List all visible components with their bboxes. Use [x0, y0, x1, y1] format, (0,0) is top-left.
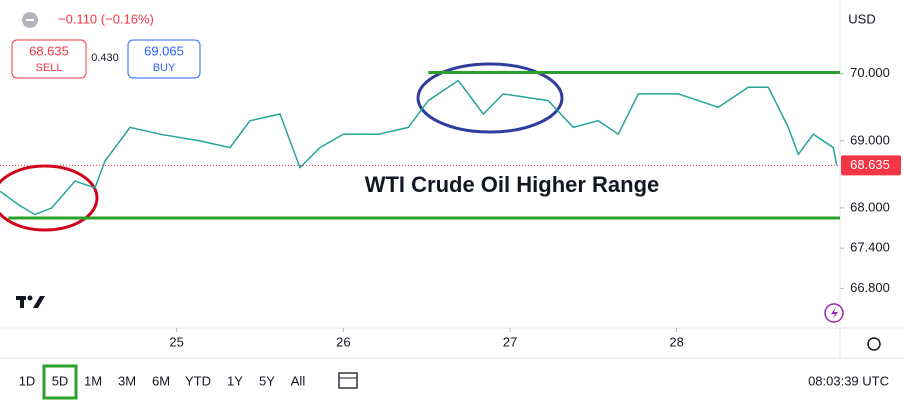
buy-label: BUY — [153, 62, 176, 74]
change: −0.110 (−0.16%) — [58, 11, 154, 26]
price-line — [0, 79, 838, 216]
currency[interactable]: USD — [848, 11, 875, 26]
range-button[interactable]: 6M — [152, 373, 170, 388]
range-button[interactable]: 1Y — [227, 373, 243, 388]
x-tick-label: 27 — [503, 334, 517, 349]
last-price-tag — [841, 155, 901, 176]
range-button[interactable]: 1D — [19, 373, 36, 388]
y-tick-label: 69.000 — [850, 132, 890, 147]
sell-label: SELL — [36, 62, 63, 74]
logo — [16, 295, 45, 308]
y-tick-label: 66.800 — [850, 280, 890, 295]
buy-button[interactable] — [127, 39, 201, 79]
clock: 08:03:39 UTC — [808, 373, 889, 388]
x-tick-label: 25 — [169, 334, 183, 349]
compare-icon[interactable] — [338, 372, 358, 389]
range-selected — [42, 364, 78, 400]
range-button[interactable]: YTD — [185, 373, 211, 388]
y-tick-label: 70.000 — [850, 65, 890, 80]
range-button[interactable]: All — [291, 373, 306, 388]
x-tick-label: 26 — [336, 334, 350, 349]
range-button[interactable]: 1M — [84, 373, 102, 388]
lightning-icon — [831, 307, 838, 319]
range-button[interactable]: 5D — [52, 373, 69, 388]
y-tick-label: 67.400 — [850, 240, 890, 255]
sell-button[interactable] — [11, 39, 87, 79]
range-button[interactable]: 3M — [118, 373, 136, 388]
x-tick-label: 28 — [669, 334, 683, 349]
status-icon — [26, 19, 34, 21]
annotation-ellipse — [416, 62, 564, 134]
y-tick-label: 68.000 — [850, 199, 890, 214]
last-price-label: 68.635 — [850, 157, 890, 172]
settings-icon[interactable] — [867, 337, 881, 351]
spread: 0.430 — [91, 52, 119, 64]
sell-price: 68.635 — [29, 43, 69, 58]
range-button[interactable]: 5Y — [259, 373, 275, 388]
buy-price: 69.065 — [144, 43, 184, 58]
chart-title: WTI Crude Oil Higher Range — [365, 172, 660, 197]
annotation-ellipse — [0, 164, 99, 232]
